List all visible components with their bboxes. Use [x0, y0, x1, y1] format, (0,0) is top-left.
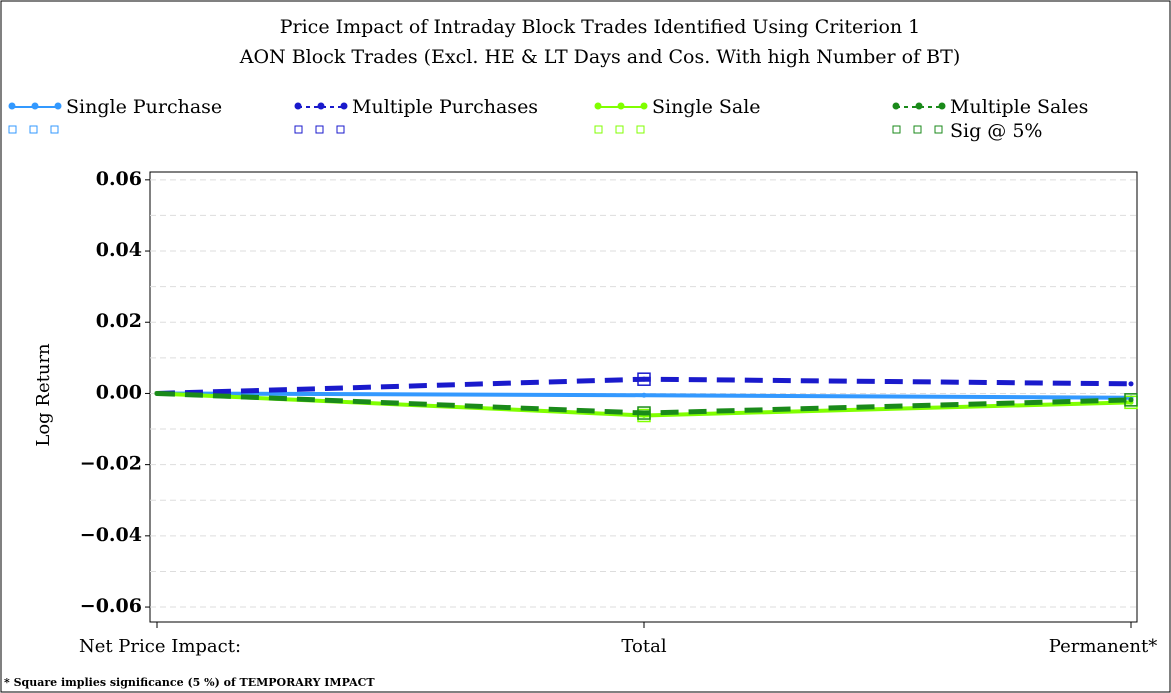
- legend-dot: [640, 102, 648, 110]
- legend-square: [50, 125, 59, 134]
- y-tick-label: 0.04: [96, 239, 142, 261]
- legend-square: [892, 125, 901, 134]
- point: [1128, 381, 1134, 387]
- x-tick-label: Total: [621, 636, 666, 657]
- legend-dot: [31, 102, 39, 110]
- sig-square: [1124, 393, 1138, 407]
- legend-label: Single Purchase: [66, 96, 222, 118]
- y-tick-label: 0.00: [96, 381, 142, 403]
- legend-dot: [892, 102, 900, 110]
- legend-square: [594, 125, 603, 134]
- x-tick-label: Net Price Impact:: [79, 636, 241, 657]
- legend-dot: [594, 102, 602, 110]
- legend-square: [934, 125, 943, 134]
- y-tick-label: 0.02: [96, 310, 142, 332]
- legend-square: [913, 125, 922, 134]
- y-tick-label: −0.02: [80, 453, 142, 475]
- legend-dot: [294, 102, 302, 110]
- legend-label: Multiple Purchases: [352, 96, 538, 118]
- legend-square: [636, 125, 645, 134]
- point: [154, 390, 160, 396]
- sig-legend-label: Sig @ 5%: [950, 120, 1042, 142]
- footnote: * Square implies significance (5 %) of T…: [4, 676, 375, 689]
- legend-square: [615, 125, 624, 134]
- point: [1128, 397, 1134, 403]
- legend-dot: [938, 102, 946, 110]
- legend-square: [8, 125, 17, 134]
- legend-square: [29, 125, 38, 134]
- y-tick-label: −0.06: [80, 595, 142, 617]
- y-tick-label: 0.06: [96, 168, 142, 190]
- legend-dot: [340, 102, 348, 110]
- y-tick-label: −0.04: [80, 524, 142, 546]
- y-axis-label: Log Return: [33, 343, 54, 447]
- point: [641, 392, 647, 398]
- legend-dot: [8, 102, 16, 110]
- sig-square: [637, 406, 651, 420]
- legend-square: [315, 125, 324, 134]
- legend-square: [336, 125, 345, 134]
- legend-label: Single Sale: [652, 96, 761, 118]
- sig-square: [637, 372, 651, 386]
- chart-title: Price Impact of Intraday Block Trades Id…: [280, 16, 921, 38]
- chart-subtitle: AON Block Trades (Excl. HE & LT Days and…: [239, 46, 960, 68]
- point: [641, 410, 647, 416]
- legend-dot: [317, 102, 325, 110]
- point: [641, 376, 647, 382]
- x-tick-label: Permanent*: [1049, 636, 1157, 657]
- legend-square: [294, 125, 303, 134]
- legend-dot: [617, 102, 625, 110]
- legend-dot: [54, 102, 62, 110]
- legend-label: Multiple Sales: [950, 96, 1088, 118]
- legend-dot: [915, 102, 923, 110]
